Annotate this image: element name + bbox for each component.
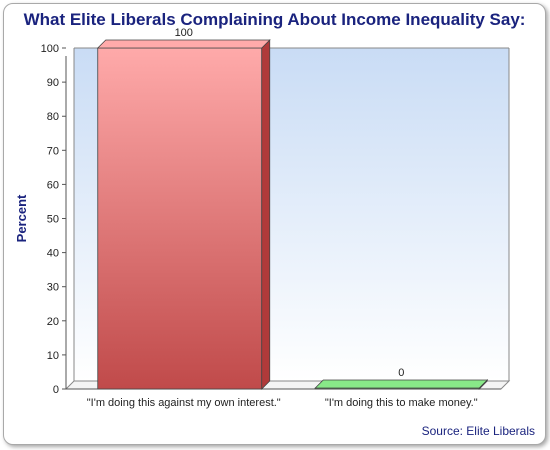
bars: 100 0	[96, 27, 489, 390]
y-tick-label: 90	[47, 77, 59, 89]
bar-top	[314, 379, 489, 389]
y-tick-label: 100	[41, 43, 59, 55]
chart-title: What Elite Liberals Complaining About In…	[23, 10, 526, 29]
chart-frame: What Elite Liberals Complaining About In…	[3, 3, 546, 445]
bar	[97, 47, 263, 390]
bar-chart: 0 10 20 30 40 50 60 70 80 90 100 100 0 "I'm doing t…	[14, 27, 511, 409]
y-tick-label: 30	[47, 282, 59, 294]
y-tick-label: 0	[53, 384, 59, 396]
y-axis-label: Percent	[14, 194, 29, 242]
y-tick-label: 80	[47, 111, 59, 123]
y-tick-label: 70	[47, 145, 59, 157]
bar-side	[261, 39, 271, 390]
x-tick-label: "I'm doing this to make money."	[325, 397, 478, 409]
y-axis-ticks: 0 10 20 30 40 50 60 70 80 90 100	[41, 43, 66, 396]
x-tick-label: "I'm doing this against my own interest.…	[87, 397, 281, 409]
bar-top	[96, 39, 271, 49]
y-tick-label: 40	[47, 248, 59, 260]
x-axis-labels: "I'm doing this against my own interest.…	[87, 397, 478, 409]
bar-value-label: 0	[398, 367, 404, 379]
source-note: Source: Elite Liberals	[421, 424, 535, 438]
y-tick-label: 60	[47, 179, 59, 191]
bar-value-label: 100	[175, 27, 193, 39]
y-tick-label: 20	[47, 316, 59, 328]
y-tick-label: 50	[47, 214, 59, 226]
y-tick-label: 10	[47, 350, 59, 362]
